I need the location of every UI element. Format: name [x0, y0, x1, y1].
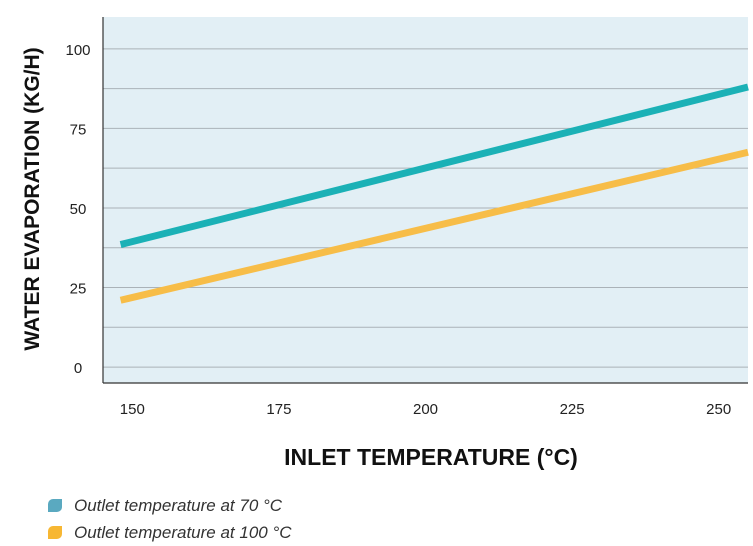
y-tick-label: 75: [70, 121, 87, 138]
legend-label-100: Outlet temperature at 100 °C: [74, 522, 292, 542]
x-tick-labels: 150 175 200 225 250: [120, 401, 731, 418]
y-tick-label: 50: [70, 201, 87, 218]
y-tick-label: 100: [65, 42, 90, 59]
axes: [102, 17, 748, 384]
legend: Outlet temperature at 70 °C Outlet tempe…: [48, 492, 292, 546]
x-tick-label: 175: [266, 401, 291, 418]
series-line-1: [119, 148, 749, 304]
y-tick-labels: 0 25 50 75 100: [65, 42, 90, 377]
plot-area: [103, 17, 748, 383]
legend-label-70: Outlet temperature at 70 °C: [74, 495, 283, 515]
series-lines: [119, 83, 749, 304]
x-tick-label: 200: [413, 401, 438, 418]
y-tick-label: 25: [70, 281, 87, 298]
x-tick-label: 225: [560, 401, 585, 418]
chart: 0 25 50 75 100 150 175 200 225 250 WATER EVAPORA…: [21, 17, 749, 470]
legend-swatch-70: [48, 499, 62, 512]
legend-swatch-100: [48, 526, 62, 539]
x-tick-label: 250: [706, 401, 731, 418]
y-axis-title: WATER EVAPORATION (KG/H): [21, 47, 44, 350]
x-tick-label: 150: [120, 401, 145, 418]
legend-item-70: Outlet temperature at 70 °C: [48, 492, 292, 519]
series-line-0: [119, 83, 749, 248]
legend-item-100: Outlet temperature at 100 °C: [48, 519, 292, 546]
x-axis-title: INLET TEMPERATURE (°C): [284, 444, 578, 470]
y-tick-label: 0: [74, 360, 82, 377]
